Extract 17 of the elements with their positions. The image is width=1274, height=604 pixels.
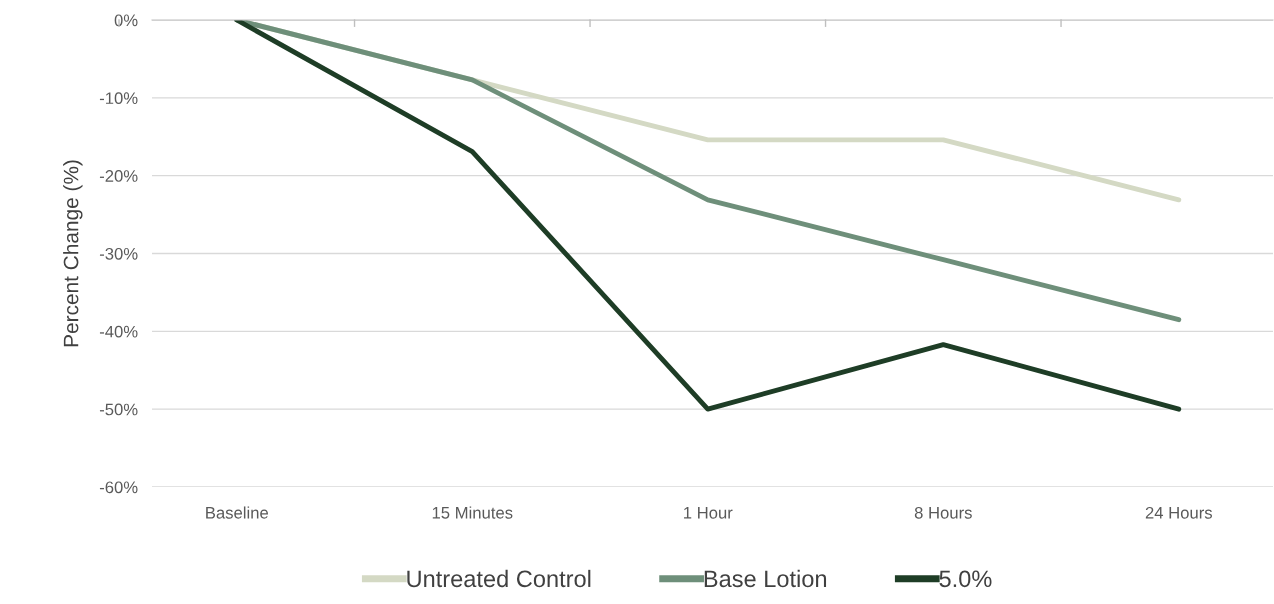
legend-label: Untreated Control [407, 569, 591, 588]
legend-label: 5.0% [939, 570, 992, 588]
y-axis-title: Percent Change (%) [63, 160, 83, 347]
line-series [234, 20, 1182, 412]
x-tick-label: 8 Hours [914, 506, 972, 519]
y-tick-label: -40% [99, 325, 138, 338]
y-tick-label: -10% [99, 92, 138, 105]
x-tick-label: 1 Hour [684, 507, 733, 519]
y-tick-label: -30% [99, 247, 138, 260]
legend-label: Base Lotion [704, 569, 827, 588]
y-tick-label: -60% [99, 481, 138, 494]
y-tick-label: -20% [99, 170, 138, 182]
x-tick-label: Baseline [206, 506, 269, 519]
y-tick-label: -50% [99, 403, 138, 416]
y-tick-label: 0% [114, 14, 138, 27]
x-tick-label: 15 Minutes [432, 506, 513, 519]
x-tick-label: 24 Hours [1145, 506, 1213, 519]
